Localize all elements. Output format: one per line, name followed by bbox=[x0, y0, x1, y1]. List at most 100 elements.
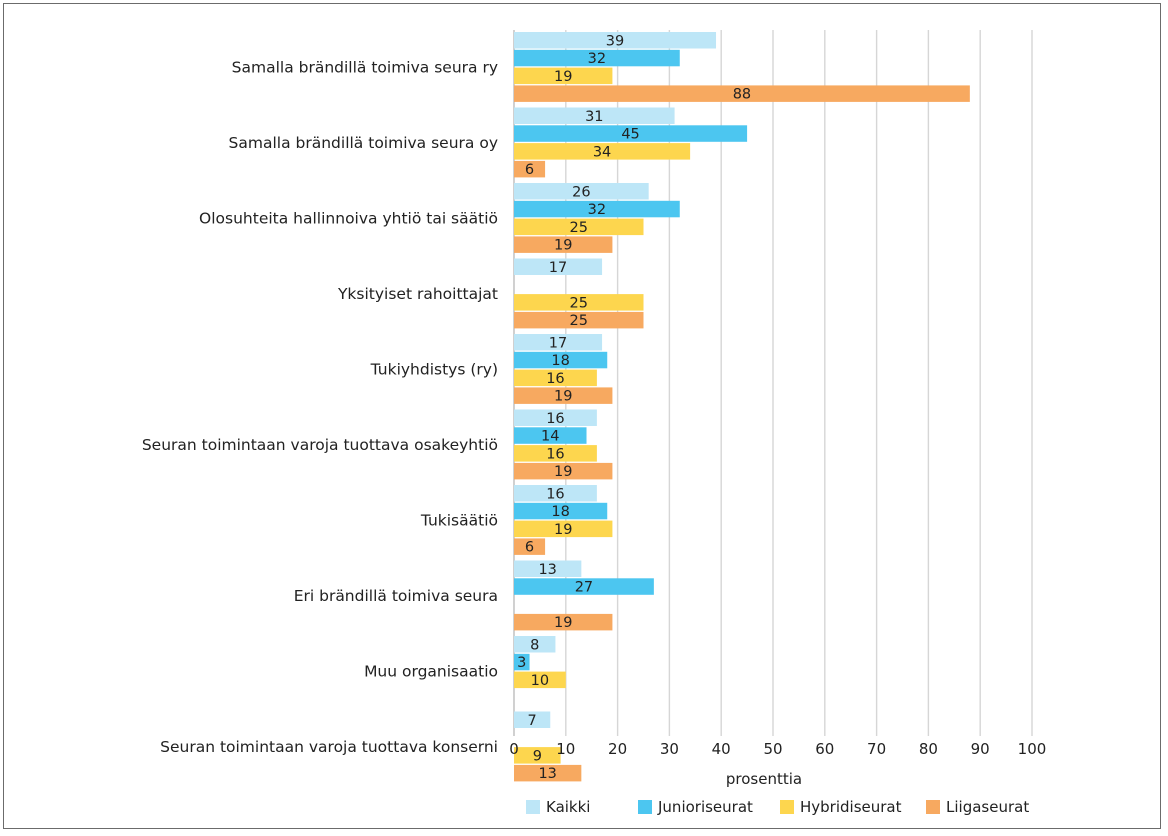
data-label: 19 bbox=[554, 522, 572, 538]
x-tick-label: 10 bbox=[556, 740, 575, 758]
bar bbox=[514, 653, 530, 671]
x-tick-label: 80 bbox=[919, 740, 938, 758]
data-label: 25 bbox=[570, 313, 588, 329]
data-label: 8 bbox=[530, 637, 539, 653]
bar bbox=[514, 462, 613, 480]
data-label: 31 bbox=[585, 109, 603, 125]
bar bbox=[514, 236, 613, 253]
legend-label: Kaikki bbox=[546, 798, 590, 816]
bar bbox=[514, 85, 970, 102]
data-label: 19 bbox=[554, 464, 572, 480]
bar bbox=[514, 107, 675, 124]
data-label: 32 bbox=[588, 51, 606, 67]
bar bbox=[514, 445, 597, 462]
x-tick-label: 40 bbox=[712, 740, 731, 758]
x-tick-label: 0 bbox=[509, 740, 519, 758]
data-label: 17 bbox=[549, 260, 567, 276]
data-label: 19 bbox=[554, 615, 572, 631]
bar bbox=[514, 427, 587, 444]
data-label: 6 bbox=[525, 540, 534, 556]
bar bbox=[514, 636, 556, 653]
bar bbox=[514, 671, 566, 689]
chart-frame: Samalla brändillä toimiva seura ry Samall… bbox=[3, 3, 1161, 829]
bar bbox=[514, 49, 680, 67]
bar bbox=[514, 502, 608, 520]
bar bbox=[514, 351, 608, 369]
x-axis-ticks: 0 10 20 30 40 50 60 70 80 90 100 bbox=[509, 740, 1046, 758]
category-label: Samalla brändillä toimiva seura ry bbox=[232, 59, 498, 77]
data-label: 27 bbox=[575, 580, 593, 596]
bar bbox=[514, 32, 717, 49]
bar bbox=[514, 67, 613, 85]
x-tick-label: 90 bbox=[971, 740, 990, 758]
bars: 3932198831453462632251917252517181619161… bbox=[514, 32, 970, 782]
bar bbox=[514, 183, 649, 200]
legend-swatch bbox=[926, 800, 940, 814]
bar bbox=[514, 538, 546, 555]
data-label: 9 bbox=[533, 748, 542, 764]
category-label: Tukiyhdistys (ry) bbox=[370, 361, 498, 379]
data-label: 7 bbox=[528, 713, 537, 729]
data-label: 16 bbox=[546, 446, 564, 462]
bar-chart: Samalla brändillä toimiva seura ry Samall… bbox=[142, 30, 1046, 816]
data-label: 19 bbox=[554, 69, 572, 85]
data-label: 16 bbox=[546, 371, 564, 387]
bar bbox=[514, 578, 654, 595]
data-label: 3 bbox=[517, 655, 526, 671]
data-label: 25 bbox=[570, 295, 588, 311]
data-label: 18 bbox=[551, 353, 569, 369]
data-label: 16 bbox=[546, 486, 564, 502]
category-label: Olosuhteita hallinnoiva yhtiö tai säätiö bbox=[199, 210, 498, 228]
data-label: 34 bbox=[593, 144, 611, 160]
bar bbox=[514, 409, 597, 426]
x-tick-label: 20 bbox=[608, 740, 627, 758]
category-label: Samalla brändillä toimiva seura oy bbox=[229, 134, 498, 152]
bar bbox=[514, 200, 680, 218]
data-label: 14 bbox=[541, 429, 559, 445]
bar bbox=[514, 143, 691, 160]
data-label: 18 bbox=[551, 504, 569, 520]
bar bbox=[514, 387, 613, 404]
category-label: Seuran toimintaan varoja tuottava konser… bbox=[160, 738, 498, 756]
x-axis-label: prosenttia bbox=[726, 770, 802, 788]
bar bbox=[514, 369, 597, 387]
data-label: 19 bbox=[554, 238, 572, 254]
data-label: 6 bbox=[525, 162, 534, 178]
data-label: 45 bbox=[621, 127, 639, 143]
bar bbox=[514, 125, 748, 142]
bar bbox=[514, 560, 582, 577]
data-label: 25 bbox=[570, 220, 588, 236]
legend: Kaikki Junioriseurat Hybridiseurat Liigaseu… bbox=[526, 798, 1029, 816]
data-label: 10 bbox=[531, 673, 549, 689]
bar bbox=[514, 485, 597, 502]
data-label: 32 bbox=[588, 202, 606, 218]
legend-label: Hybridiseurat bbox=[800, 798, 902, 816]
x-tick-label: 60 bbox=[815, 740, 834, 758]
category-labels: Samalla brändillä toimiva seura ry Samall… bbox=[142, 59, 498, 756]
category-label: Tukisäätiö bbox=[420, 512, 498, 530]
x-tick-label: 100 bbox=[1018, 740, 1047, 758]
legend-swatch bbox=[780, 800, 794, 814]
data-label: 88 bbox=[733, 87, 751, 103]
bar bbox=[514, 747, 561, 764]
data-label: 13 bbox=[538, 766, 556, 782]
data-label: 39 bbox=[606, 33, 624, 49]
x-tick-label: 30 bbox=[660, 740, 679, 758]
category-label: Eri brändillä toimiva seura bbox=[294, 587, 498, 605]
category-label: Muu organisaatio bbox=[364, 663, 498, 681]
bar bbox=[514, 334, 603, 351]
data-label: 17 bbox=[549, 335, 567, 351]
data-label: 13 bbox=[538, 562, 556, 578]
bar bbox=[514, 311, 644, 329]
bar bbox=[514, 258, 603, 275]
x-tick-label: 50 bbox=[763, 740, 782, 758]
legend-label: Junioriseurat bbox=[657, 798, 753, 816]
bar bbox=[514, 160, 546, 178]
data-label: 19 bbox=[554, 389, 572, 405]
legend-swatch bbox=[638, 800, 652, 814]
legend-swatch bbox=[526, 800, 540, 814]
category-label: Yksityiset rahoittajat bbox=[337, 285, 498, 303]
data-label: 26 bbox=[572, 184, 590, 200]
bar bbox=[514, 294, 644, 311]
x-tick-label: 70 bbox=[867, 740, 886, 758]
